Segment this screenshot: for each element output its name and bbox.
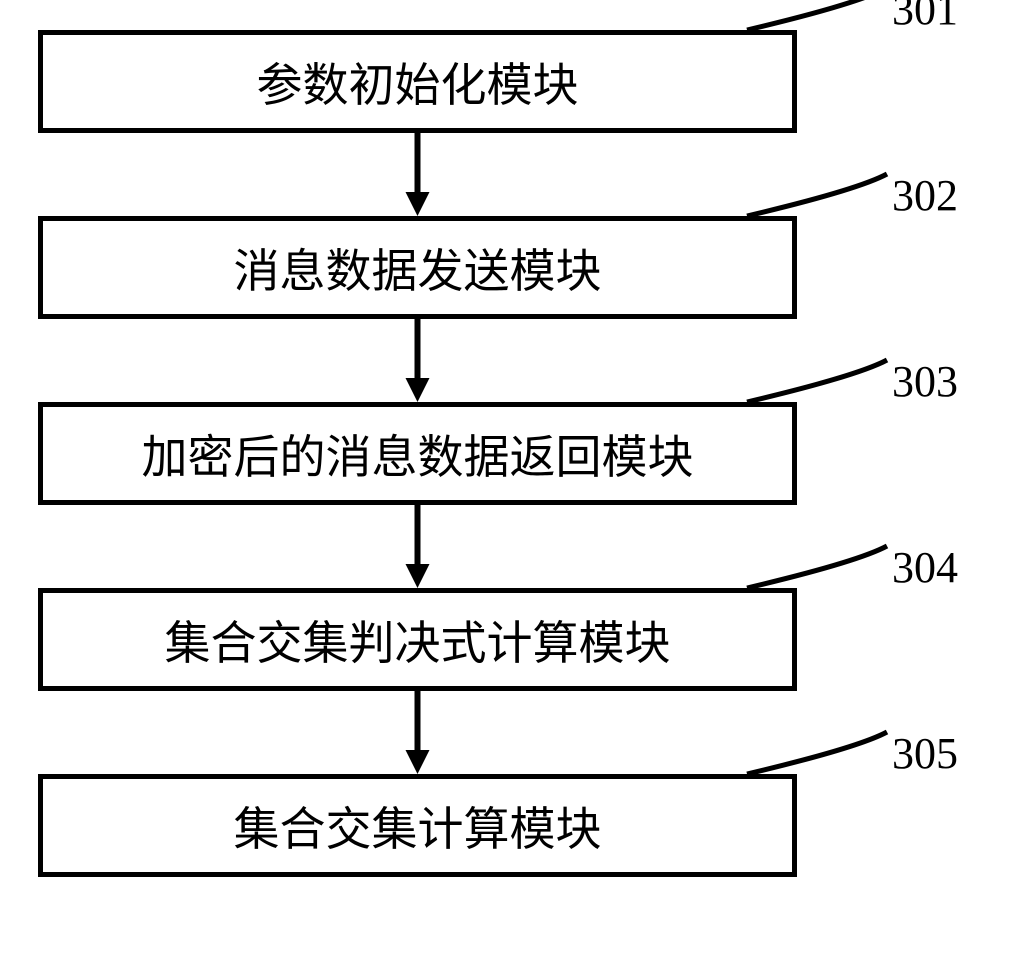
arrow-head-icon [406, 192, 430, 216]
arrow-head-icon [406, 564, 430, 588]
ref-label-302: 302 [892, 170, 958, 221]
arrow-head-icon [406, 378, 430, 402]
flow-node-label: 参数初始化模块 [257, 49, 579, 115]
leader-line [747, 174, 887, 216]
flow-node-n4: 集合交集判决式计算模块 [38, 588, 797, 691]
leader-line [747, 0, 887, 30]
ref-label-303: 303 [892, 356, 958, 407]
flow-node-label: 消息数据发送模块 [234, 235, 602, 301]
flow-node-n2: 消息数据发送模块 [38, 216, 797, 319]
flow-node-label: 集合交集判决式计算模块 [165, 607, 671, 673]
flow-node-label: 集合交集计算模块 [234, 793, 602, 859]
flow-node-label: 加密后的消息数据返回模块 [142, 421, 694, 487]
flow-node-n5: 集合交集计算模块 [38, 774, 797, 877]
flow-node-n1: 参数初始化模块 [38, 30, 797, 133]
ref-label-301: 301 [892, 0, 958, 35]
diagram-canvas: 参数初始化模块 301 消息数据发送模块 302 加密后的消息数据返回模块 303 集合交集… [0, 0, 1023, 955]
leader-line [747, 732, 887, 774]
leader-line [747, 360, 887, 402]
ref-label-304: 304 [892, 542, 958, 593]
leader-line [747, 546, 887, 588]
ref-label-305: 305 [892, 728, 958, 779]
flow-node-n3: 加密后的消息数据返回模块 [38, 402, 797, 505]
arrow-head-icon [406, 750, 430, 774]
